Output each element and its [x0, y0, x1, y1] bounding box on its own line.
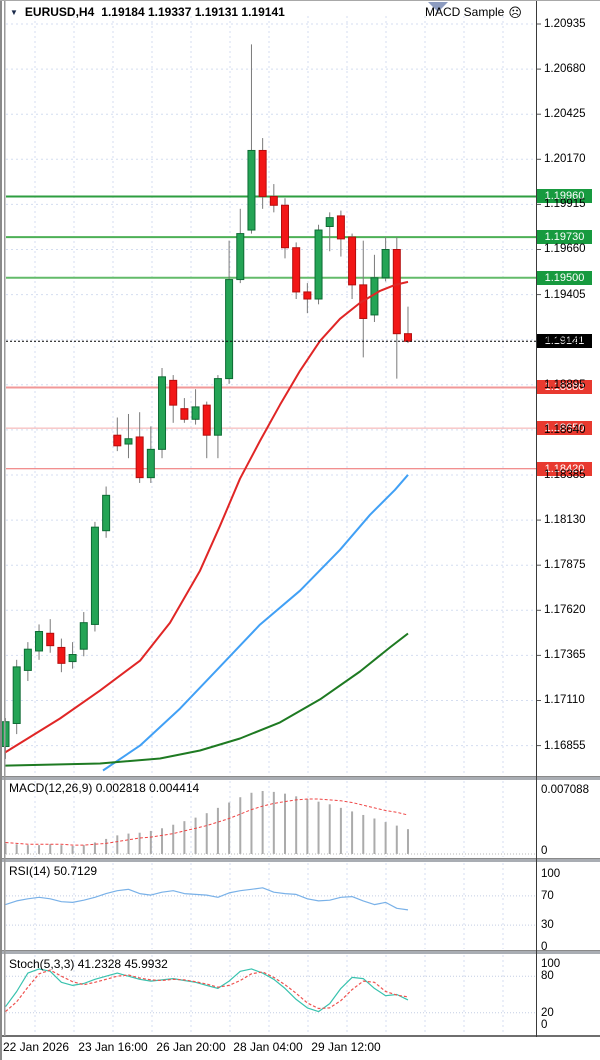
- price-axis-label: 1.17620: [544, 604, 586, 617]
- indicator-axis-label: 0.007088: [541, 784, 589, 797]
- indicator-axis-label: 20: [541, 1006, 554, 1019]
- price-axis-label: 1.19405: [544, 288, 586, 301]
- price-level-badge: 1.18650: [537, 421, 592, 436]
- price-axis-label: 1.20680: [544, 63, 586, 76]
- current-price-badge: 1.19141: [537, 334, 592, 349]
- price-axis-label: 1.19150: [544, 333, 586, 346]
- symbol-period-label: EURUSD,H4: [24, 5, 95, 19]
- price-level-badge: 1.18880: [537, 380, 592, 395]
- price-axis-label: 1.20935: [544, 18, 586, 30]
- indicator-axis-label: 70: [541, 889, 554, 902]
- price-level-badge: 1.19960: [537, 189, 592, 204]
- stoch-panel-title: Stoch(5,3,3) 41.2328 45.9932: [9, 957, 168, 971]
- price-axis-label: 1.18895: [544, 378, 586, 391]
- indicator-name-label: MACD Sample: [425, 5, 505, 19]
- indicator-axis-label: 0: [541, 941, 548, 953]
- price-axis-label: 1.20425: [544, 108, 586, 121]
- ohlc-values: 1.19184 1.19337 1.19131 1.19141: [101, 5, 285, 19]
- price-level-badge: 1.18420: [537, 461, 592, 476]
- price-axis-label: 1.17365: [544, 649, 586, 662]
- price-axis-label: 1.19660: [544, 243, 586, 256]
- macd-panel-title: MACD(12,26,9) 0.002818 0.004414: [9, 781, 200, 795]
- sad-face-icon: ☹: [508, 4, 522, 20]
- time-axis-label: 22 Jan 2026: [3, 1040, 70, 1054]
- price-axis-label: 1.18130: [544, 514, 586, 527]
- time-axis-label: 29 Jan 12:00: [311, 1040, 381, 1054]
- price-axis-label: 1.18640: [544, 423, 586, 436]
- price-level-badge: 1.19500: [537, 270, 592, 285]
- price-axis-label: 1.18385: [544, 468, 586, 481]
- price-axis-label: 1.17875: [544, 559, 586, 572]
- time-axis-label: 26 Jan 20:00: [156, 1040, 226, 1054]
- chevron-down-icon[interactable]: ▼: [10, 7, 18, 17]
- time-axis-label: 23 Jan 16:00: [78, 1040, 148, 1054]
- chart-header: ▼ EURUSD,H4 1.19184 1.19337 1.19131 1.19…: [10, 5, 285, 19]
- price-axis-label: 1.17110: [544, 694, 585, 707]
- indicator-header: MACD Sample ☹: [425, 5, 522, 19]
- chart-shift-marker: [428, 2, 448, 12]
- price-axis-label: 1.19915: [544, 198, 586, 211]
- indicator-axis-label: 0: [541, 845, 548, 857]
- price-axis-label: 1.16855: [544, 739, 586, 752]
- price-axis-label: 1.20170: [544, 153, 586, 166]
- indicator-axis-label: 100: [541, 958, 561, 970]
- time-axis-label: 28 Jan 04:00: [233, 1040, 303, 1054]
- price-level-badge: 1.19730: [537, 230, 592, 245]
- indicator-axis-label: 80: [541, 970, 554, 983]
- indicator-axis-label: 100: [541, 867, 561, 880]
- indicator-axis-label: 0: [541, 1019, 548, 1031]
- rsi-panel-title: RSI(14) 50.7129: [9, 864, 98, 878]
- indicator-axis-label: 30: [541, 919, 554, 932]
